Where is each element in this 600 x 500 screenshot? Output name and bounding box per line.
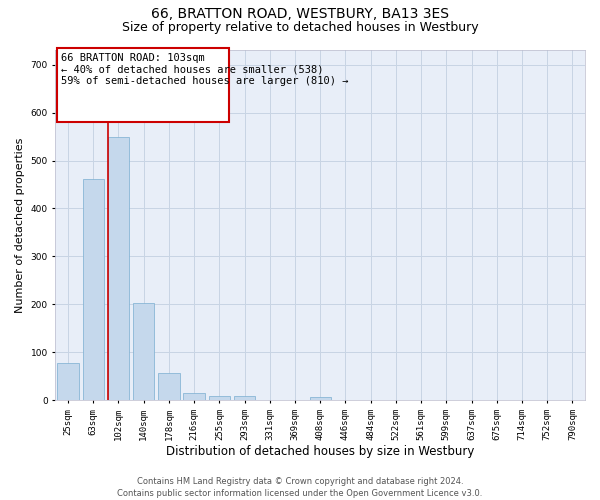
Text: 66, BRATTON ROAD, WESTBURY, BA13 3ES: 66, BRATTON ROAD, WESTBURY, BA13 3ES <box>151 8 449 22</box>
Y-axis label: Number of detached properties: Number of detached properties <box>15 138 25 313</box>
Text: Size of property relative to detached houses in Westbury: Size of property relative to detached ho… <box>122 22 478 35</box>
Bar <box>310 396 331 400</box>
Bar <box>184 393 205 400</box>
Bar <box>158 373 179 400</box>
Bar <box>209 396 230 400</box>
Bar <box>108 137 129 400</box>
FancyBboxPatch shape <box>58 48 229 122</box>
Bar <box>83 178 104 400</box>
Bar <box>234 396 255 400</box>
X-axis label: Distribution of detached houses by size in Westbury: Distribution of detached houses by size … <box>166 444 475 458</box>
Bar <box>133 302 154 400</box>
Bar <box>58 363 79 401</box>
Text: Contains HM Land Registry data © Crown copyright and database right 2024.
Contai: Contains HM Land Registry data © Crown c… <box>118 476 482 498</box>
Text: 66 BRATTON ROAD: 103sqm
← 40% of detached houses are smaller (538)
59% of semi-d: 66 BRATTON ROAD: 103sqm ← 40% of detache… <box>61 52 349 86</box>
